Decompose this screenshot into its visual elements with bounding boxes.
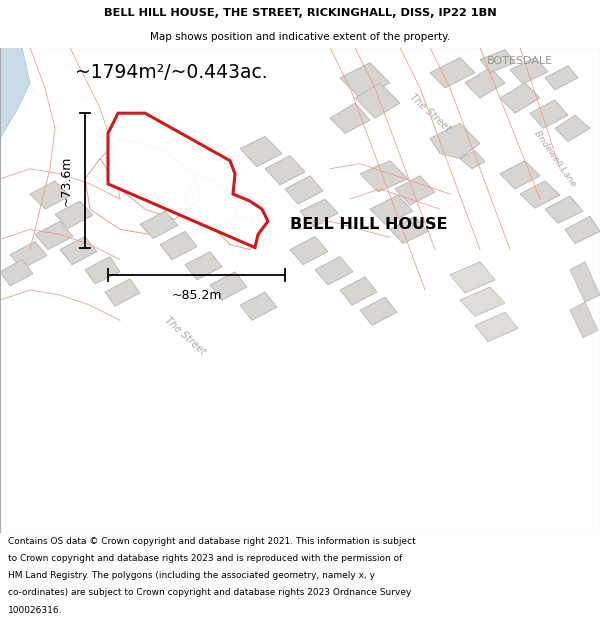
- Polygon shape: [30, 181, 70, 209]
- Polygon shape: [85, 257, 120, 284]
- Text: ~73.6m: ~73.6m: [60, 155, 73, 206]
- Polygon shape: [460, 287, 505, 316]
- Polygon shape: [55, 201, 93, 228]
- Text: The Street: The Street: [163, 314, 208, 356]
- Text: The Street: The Street: [407, 92, 452, 134]
- Polygon shape: [430, 58, 475, 88]
- Polygon shape: [370, 195, 413, 224]
- Polygon shape: [210, 272, 247, 300]
- Polygon shape: [545, 196, 583, 223]
- Polygon shape: [530, 100, 568, 128]
- Polygon shape: [290, 236, 328, 265]
- Polygon shape: [510, 58, 548, 84]
- Text: HM Land Registry. The polygons (including the associated geometry, namely x, y: HM Land Registry. The polygons (includin…: [8, 571, 375, 581]
- Polygon shape: [570, 302, 598, 338]
- Polygon shape: [480, 49, 515, 72]
- Polygon shape: [60, 236, 97, 265]
- Text: 100026316.: 100026316.: [8, 606, 62, 614]
- Text: Bridewell Lane: Bridewell Lane: [532, 129, 578, 188]
- Polygon shape: [450, 262, 495, 293]
- Text: co-ordinates) are subject to Crown copyright and database rights 2023 Ordnance S: co-ordinates) are subject to Crown copyr…: [8, 589, 411, 598]
- Polygon shape: [565, 216, 600, 244]
- Text: BOTESDALE: BOTESDALE: [487, 56, 553, 66]
- Polygon shape: [360, 297, 397, 326]
- Polygon shape: [340, 62, 390, 98]
- Polygon shape: [390, 216, 428, 244]
- Polygon shape: [360, 161, 408, 192]
- Polygon shape: [0, 260, 33, 286]
- Polygon shape: [108, 113, 268, 248]
- Polygon shape: [465, 68, 505, 98]
- Polygon shape: [240, 136, 282, 167]
- Text: to Crown copyright and database rights 2023 and is reproduced with the permissio: to Crown copyright and database rights 2…: [8, 554, 402, 563]
- Text: ~1794m²/~0.443ac.: ~1794m²/~0.443ac.: [75, 62, 268, 82]
- Polygon shape: [340, 277, 377, 305]
- Polygon shape: [315, 257, 353, 285]
- Text: BELL HILL HOUSE: BELL HILL HOUSE: [290, 217, 448, 232]
- Polygon shape: [545, 66, 578, 90]
- Polygon shape: [460, 151, 485, 169]
- Polygon shape: [265, 156, 305, 185]
- Polygon shape: [570, 262, 600, 302]
- Text: Map shows position and indicative extent of the property.: Map shows position and indicative extent…: [150, 32, 450, 42]
- Polygon shape: [285, 176, 323, 204]
- Polygon shape: [0, 48, 30, 138]
- Polygon shape: [105, 279, 140, 306]
- Polygon shape: [185, 252, 222, 280]
- Polygon shape: [430, 123, 480, 159]
- Polygon shape: [160, 231, 197, 260]
- Polygon shape: [300, 199, 338, 226]
- Polygon shape: [140, 211, 178, 239]
- Text: BELL HILL HOUSE, THE STREET, RICKINGHALL, DISS, IP22 1BN: BELL HILL HOUSE, THE STREET, RICKINGHALL…: [104, 8, 496, 18]
- Polygon shape: [500, 83, 540, 113]
- Polygon shape: [555, 115, 590, 141]
- Polygon shape: [520, 181, 560, 208]
- Polygon shape: [10, 241, 47, 269]
- Polygon shape: [500, 161, 540, 189]
- Polygon shape: [35, 221, 73, 249]
- Text: Contains OS data © Crown copyright and database right 2021. This information is : Contains OS data © Crown copyright and d…: [8, 537, 416, 546]
- Text: ~85.2m: ~85.2m: [171, 289, 222, 302]
- Polygon shape: [395, 176, 435, 205]
- Polygon shape: [240, 292, 277, 320]
- Polygon shape: [355, 83, 400, 118]
- Polygon shape: [475, 312, 518, 341]
- Polygon shape: [330, 103, 370, 133]
